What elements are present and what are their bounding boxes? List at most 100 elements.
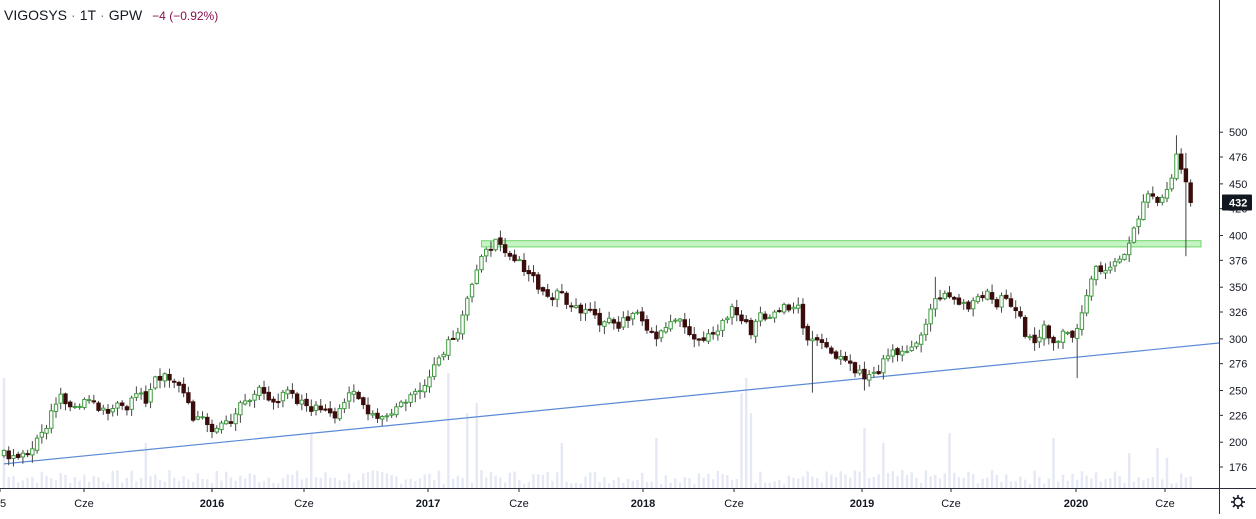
time-tick-label: 2018 <box>631 498 655 510</box>
volume-bar <box>1113 471 1117 488</box>
candle <box>602 320 607 335</box>
volume-bar <box>239 475 242 488</box>
candle-body-up <box>285 389 290 395</box>
candle-body-up <box>928 308 933 325</box>
candle-body-up <box>20 452 26 458</box>
volume-bar <box>50 478 53 488</box>
candle <box>389 408 394 418</box>
volume-bar <box>986 477 989 488</box>
candle <box>502 238 508 257</box>
candle-body-up <box>280 391 286 402</box>
candle <box>143 385 149 408</box>
candle-body-up <box>1122 253 1127 260</box>
volume-bar <box>938 478 942 488</box>
candle-body-up <box>72 405 78 408</box>
candle <box>866 370 872 387</box>
candle <box>119 400 125 410</box>
volume-bar <box>797 478 800 488</box>
candle-body-up <box>53 403 59 412</box>
volume-bar <box>801 476 805 488</box>
time-tick-label: 2017 <box>416 498 440 510</box>
candle-body-up <box>422 384 427 393</box>
gear-icon-tooth <box>1240 496 1244 500</box>
candle-body-up <box>1141 201 1146 220</box>
candle-body-down <box>294 393 300 404</box>
candle-body-down <box>323 408 328 411</box>
candle <box>701 331 706 343</box>
candle <box>862 361 867 391</box>
candle-body-down <box>748 319 754 336</box>
price-change: −4 (−0.92%) <box>152 9 219 23</box>
candle <box>526 265 531 282</box>
candle <box>176 380 182 393</box>
candle-body-up <box>1074 327 1080 339</box>
volume-bar <box>201 479 204 488</box>
volume-bar <box>390 475 393 488</box>
candle-body-up <box>885 355 891 360</box>
volume-bar <box>1189 476 1192 488</box>
volume-bar <box>1179 473 1183 488</box>
candle-body-down <box>1070 330 1075 338</box>
candle-body-up <box>673 319 678 322</box>
candle <box>30 441 35 463</box>
candle-body-down <box>15 453 21 458</box>
time-tick-label: 5 <box>0 498 6 510</box>
candle <box>796 297 801 314</box>
candle-body-down <box>644 319 650 331</box>
volume-bar <box>343 480 346 488</box>
volume-bar <box>385 473 389 488</box>
volume-bar <box>1151 476 1155 488</box>
volume-bar <box>196 473 200 488</box>
candle <box>1056 340 1061 349</box>
candle <box>242 393 248 406</box>
candle <box>233 408 238 432</box>
candle-body-down <box>63 393 68 405</box>
volume-bar <box>1080 471 1084 488</box>
candle-body-up <box>200 416 205 419</box>
candle <box>380 415 385 426</box>
candle <box>682 312 687 334</box>
volume-bar <box>31 476 34 488</box>
candle <box>96 400 101 413</box>
candle-body-down <box>157 375 163 381</box>
candle <box>762 311 768 322</box>
candle-body-up <box>1117 258 1122 263</box>
candle-body-up <box>257 386 262 396</box>
volume-bar <box>1099 481 1103 488</box>
candle-body-down <box>588 308 593 311</box>
volume-bar <box>891 471 894 488</box>
candle-body-up <box>767 316 773 319</box>
candle <box>606 311 612 325</box>
candle-body-up <box>1136 218 1141 228</box>
candle <box>673 318 678 324</box>
volume-bar <box>1019 476 1022 488</box>
candle <box>91 394 97 405</box>
volume-bar <box>792 477 795 488</box>
candle-body-down <box>777 310 782 313</box>
volume-bar <box>1146 478 1150 488</box>
volume-bar <box>191 481 195 488</box>
volume-bar <box>1170 483 1173 488</box>
candle <box>186 386 191 405</box>
candle-body-down <box>450 337 456 340</box>
gear-icon[interactable] <box>1231 495 1245 509</box>
volume-bar <box>428 473 431 488</box>
candle <box>129 395 134 417</box>
time-tick-label: Cze <box>509 498 529 510</box>
candle-body-down <box>848 360 853 364</box>
candle-body-down <box>1013 307 1018 312</box>
volume-bar <box>995 474 999 488</box>
volume-bar <box>962 477 965 488</box>
candle-body-down <box>502 244 508 254</box>
volume-bar <box>347 473 351 488</box>
candle <box>1008 292 1014 308</box>
volume-bar <box>735 478 738 488</box>
candle <box>630 311 635 326</box>
volume-bar <box>697 473 701 488</box>
candle-body-down <box>611 319 617 324</box>
volume-bar <box>314 477 318 488</box>
candle-body-down <box>862 368 867 380</box>
candle-body-up <box>110 407 115 413</box>
